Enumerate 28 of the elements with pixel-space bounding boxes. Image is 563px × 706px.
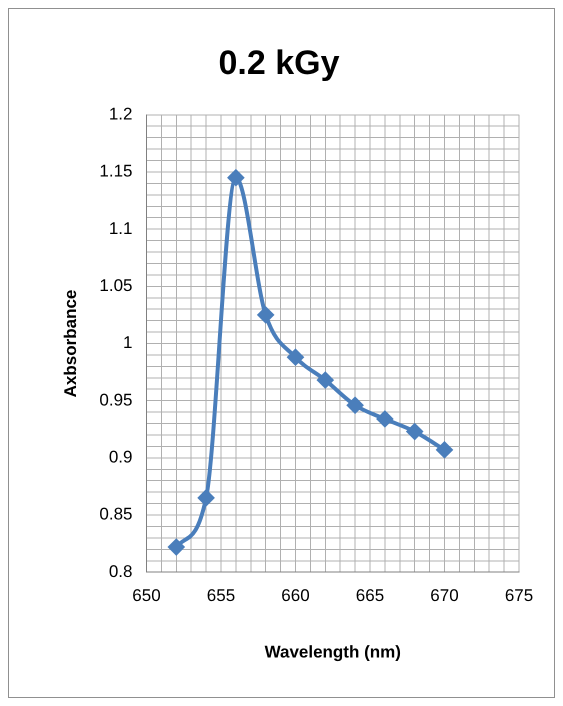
y-tick-label: 1.2: [108, 104, 132, 124]
y-axis-title: Axbsorbance: [60, 290, 80, 398]
x-tick-label: 660: [281, 586, 310, 606]
point: [287, 349, 304, 366]
point: [168, 539, 184, 556]
y-tick-label: 1.15: [99, 162, 132, 181]
y-tick-label: 0.8: [108, 562, 132, 581]
x-tick-label: 650: [132, 586, 161, 606]
point: [198, 490, 214, 506]
y-tick-label: 0.95: [99, 390, 132, 410]
x-tick-label: 675: [504, 586, 534, 606]
point: [258, 306, 274, 323]
point: [436, 442, 452, 458]
chart-title: 0.2 kGy: [218, 44, 340, 82]
point: [406, 424, 423, 440]
point: [376, 410, 393, 427]
point: [347, 397, 364, 414]
y-tick-label: 1: [123, 333, 132, 352]
x-tick-label: 665: [356, 586, 384, 606]
x-tick-label: 670: [430, 586, 459, 606]
x-tick-label: 655: [206, 586, 236, 606]
point: [317, 372, 334, 388]
y-tick-label: 1.05: [99, 276, 132, 296]
y-tick-label: 1.1: [108, 218, 132, 238]
y-tick-label: 0.9: [108, 448, 132, 467]
x-axis-title: Wavelength (nm): [264, 642, 401, 662]
point: [228, 170, 244, 186]
y-tick-label: 0.85: [99, 504, 132, 524]
